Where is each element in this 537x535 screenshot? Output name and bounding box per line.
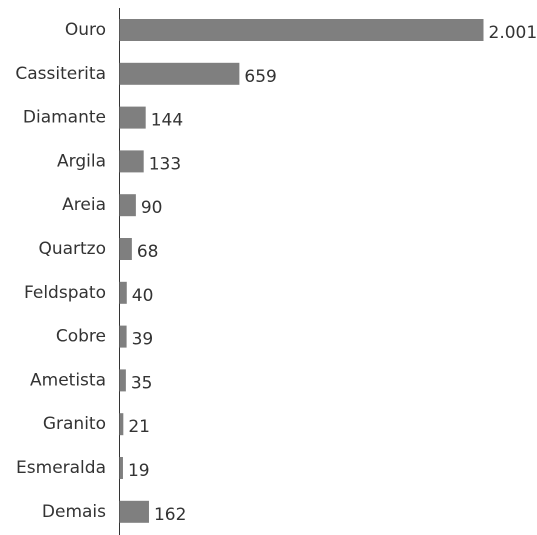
bar	[119, 457, 123, 479]
category-label: Argila	[57, 151, 106, 171]
bar	[119, 325, 127, 348]
bar	[119, 238, 132, 260]
value-label: 162	[154, 505, 186, 525]
value-label: 2.001	[489, 23, 537, 43]
value-label: 19	[128, 461, 150, 481]
bar	[119, 19, 484, 41]
category-label: Ametista	[30, 370, 106, 390]
value-label: 35	[131, 373, 153, 393]
category-label: Diamante	[23, 108, 106, 128]
category-label: Esmeralda	[16, 458, 106, 478]
bar	[119, 281, 127, 304]
category-label: Areia	[62, 195, 106, 215]
bar	[119, 194, 136, 217]
category-label: Quartzo	[38, 239, 106, 259]
value-label: 144	[151, 111, 183, 131]
value-label: 21	[128, 417, 150, 437]
bar	[119, 369, 126, 392]
category-label: Cobre	[56, 327, 106, 347]
value-label: 40	[132, 286, 154, 306]
category-label: Granito	[43, 414, 106, 434]
value-label: 659	[244, 67, 276, 87]
category-label: Feldspato	[24, 283, 106, 303]
bar	[119, 150, 144, 173]
category-label: Cassiterita	[15, 64, 106, 84]
bar	[119, 500, 149, 523]
value-label: 68	[137, 242, 159, 262]
value-label: 90	[141, 198, 163, 218]
bar	[119, 106, 146, 129]
bar	[119, 62, 240, 85]
value-label: 39	[132, 330, 154, 350]
value-label: 133	[149, 154, 181, 174]
bar	[119, 413, 124, 436]
category-label: Demais	[42, 502, 106, 522]
category-label: Ouro	[65, 20, 106, 40]
